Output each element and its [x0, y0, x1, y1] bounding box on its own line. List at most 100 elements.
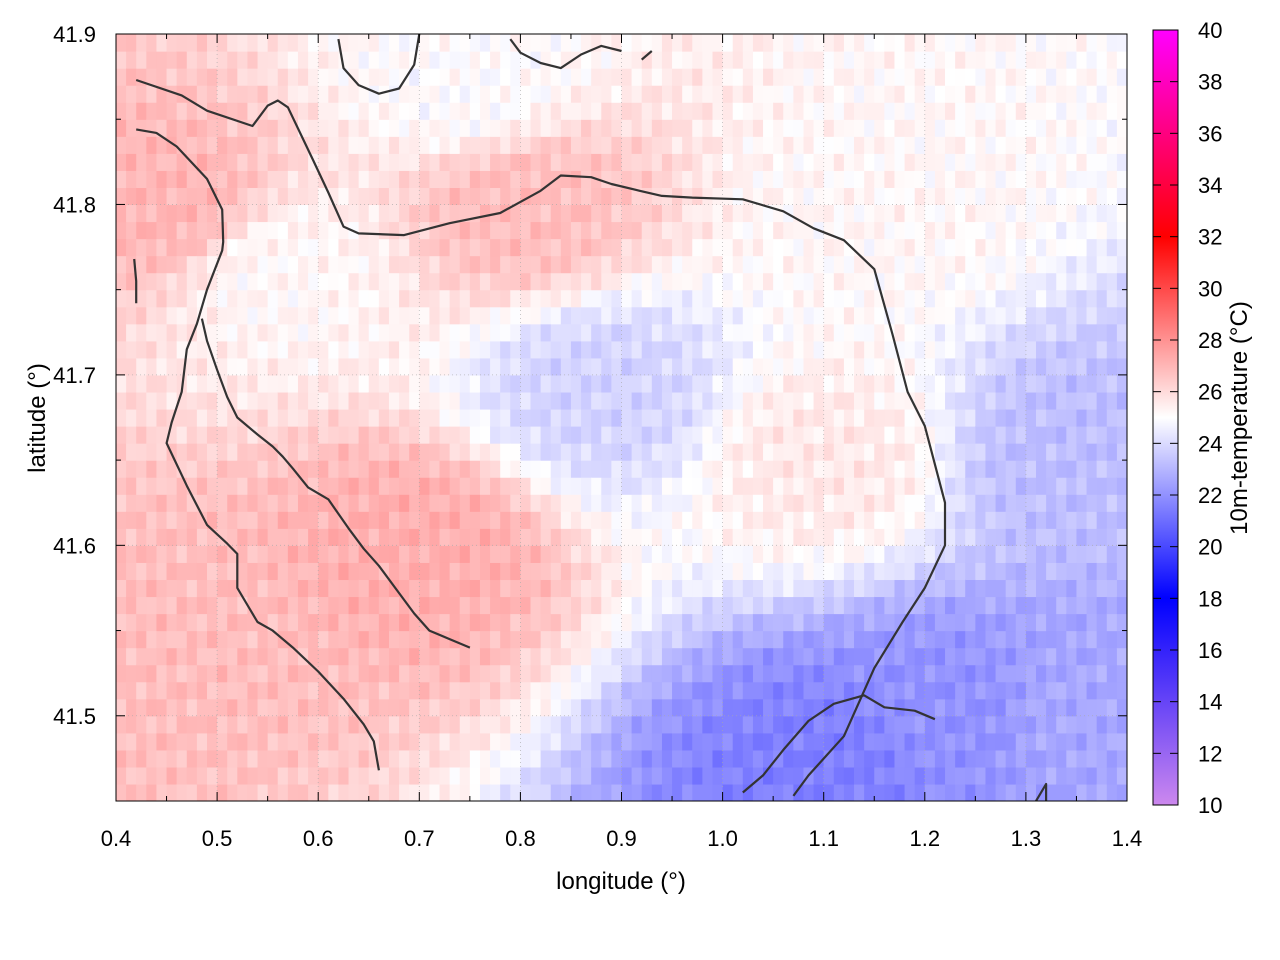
heatmap-cell — [378, 119, 390, 137]
heatmap-cell — [439, 374, 451, 393]
heatmap-cell — [479, 187, 491, 206]
heatmap-cell — [672, 391, 683, 410]
heatmap-cell — [631, 204, 643, 223]
heatmap-cell — [621, 630, 633, 649]
heatmap-cell — [146, 221, 158, 240]
heatmap-cell — [439, 494, 451, 512]
heatmap-cell — [196, 426, 208, 444]
heatmap-cell — [338, 272, 350, 291]
heatmap-cell — [277, 119, 289, 137]
heatmap-cell — [712, 477, 724, 495]
heatmap-cell — [631, 34, 643, 52]
heatmap-cell — [995, 596, 1007, 615]
heatmap-cell — [803, 153, 815, 171]
heatmap-cell — [833, 136, 845, 154]
heatmap-cell — [1076, 119, 1088, 137]
heatmap-cell — [570, 545, 582, 563]
heatmap-cell — [1106, 187, 1118, 206]
heatmap-cell — [773, 477, 784, 495]
heatmap-cell — [934, 749, 946, 768]
heatmap-cell — [1086, 323, 1098, 342]
heatmap-cell — [914, 664, 926, 683]
heatmap-cell — [560, 494, 572, 512]
heatmap-cell — [803, 545, 815, 563]
heatmap-cell — [338, 494, 350, 512]
heatmap-cell — [166, 323, 178, 342]
heatmap-cell — [1046, 647, 1057, 666]
heatmap-cell — [318, 715, 329, 734]
heatmap-cell — [136, 545, 147, 563]
heatmap-cell — [126, 51, 137, 69]
heatmap-cell — [914, 783, 926, 801]
heatmap-cell — [237, 545, 249, 563]
heatmap-cell — [206, 528, 218, 546]
heatmap-cell — [1076, 681, 1088, 700]
x-tick-label: 0.9 — [606, 826, 637, 851]
heatmap-cell — [510, 732, 521, 751]
heatmap-cell — [560, 783, 572, 801]
heatmap-cell — [783, 323, 794, 342]
heatmap-cell — [934, 102, 946, 120]
heatmap-cell — [1086, 340, 1098, 359]
heatmap-cell — [449, 187, 461, 206]
heatmap-cell — [267, 272, 279, 291]
heatmap-cell — [206, 749, 218, 768]
heatmap-cell — [1056, 238, 1067, 257]
heatmap-cell — [550, 34, 562, 52]
heatmap-cell — [530, 426, 542, 444]
heatmap-cell — [328, 306, 340, 325]
heatmap-cell — [469, 579, 481, 598]
heatmap-cell — [682, 408, 693, 427]
heatmap-cell — [1066, 119, 1078, 137]
heatmap-cell — [186, 102, 198, 120]
heatmap-cell — [1025, 562, 1037, 581]
heatmap-cell — [894, 136, 906, 154]
heatmap-cell — [186, 136, 198, 154]
heatmap-cell — [570, 426, 582, 444]
heatmap-cell — [570, 51, 582, 69]
heatmap-cell — [490, 494, 501, 512]
heatmap-cell — [591, 732, 602, 751]
heatmap-cell — [823, 494, 835, 512]
heatmap-cell — [813, 460, 825, 478]
heatmap-cell — [631, 477, 643, 495]
heatmap-cell — [1015, 340, 1027, 359]
heatmap-cell — [318, 766, 329, 785]
heatmap-cell — [257, 204, 269, 223]
heatmap-cell — [328, 255, 340, 274]
heatmap-cell — [874, 715, 885, 734]
heatmap-cell — [1066, 477, 1078, 495]
heatmap-cell — [1096, 545, 1108, 563]
heatmap-cell — [692, 289, 703, 308]
heatmap-cell — [692, 85, 703, 103]
heatmap-cell — [985, 170, 997, 188]
heatmap-cell — [1086, 136, 1098, 154]
heatmap-cell — [672, 766, 683, 785]
heatmap-cell — [520, 528, 532, 546]
heatmap-cell — [338, 783, 350, 801]
heatmap-cell — [267, 613, 279, 632]
heatmap-cell — [479, 306, 491, 325]
heatmap-cell — [500, 119, 511, 137]
heatmap-cell — [813, 681, 825, 700]
heatmap-cell — [914, 34, 926, 52]
x-axis: 0.4 0.5 0.6 0.7 0.8 0.9 1.0 1.1 1.2 1.3 1.4 — [101, 34, 1142, 851]
heatmap-cell — [500, 511, 511, 529]
heatmap-cell — [399, 766, 410, 785]
heatmap-cell — [631, 630, 643, 649]
heatmap-cell — [490, 630, 501, 649]
heatmap-cell — [732, 545, 744, 563]
heatmap-cell — [1056, 443, 1067, 461]
heatmap-cell — [479, 391, 491, 410]
heatmap-cell — [1046, 732, 1057, 751]
heatmap-cell — [581, 238, 592, 257]
heatmap-cell — [914, 153, 926, 171]
heatmap-cell — [166, 255, 178, 274]
heatmap-cell — [439, 272, 451, 291]
heatmap-cell — [601, 170, 612, 188]
heatmap-cell — [267, 102, 279, 120]
heatmap-cell — [1036, 460, 1047, 478]
heatmap-cell — [267, 545, 279, 563]
heatmap-cell — [318, 85, 329, 103]
heatmap-cell — [116, 68, 127, 86]
